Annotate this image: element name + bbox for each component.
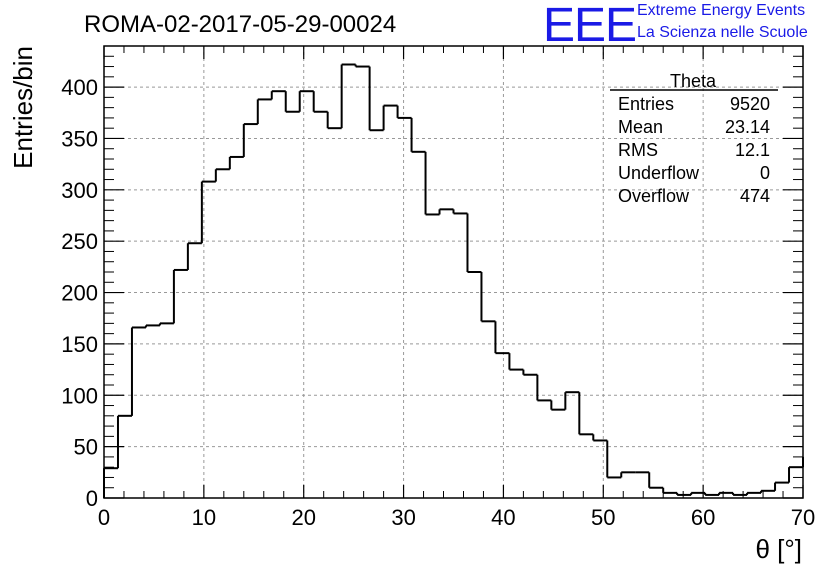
x-tick-label: 10 — [192, 505, 216, 530]
y-tick-label: 250 — [61, 229, 98, 254]
x-tick-labels: 0 10 20 30 40 50 60 70 — [98, 505, 815, 530]
y-tick-labels: 0 50 100 150 200 250 300 350 400 — [61, 75, 98, 511]
x-axis-label: θ [°] — [755, 534, 802, 564]
stats-row-value: 474 — [740, 186, 770, 206]
y-tick-label: 0 — [86, 486, 98, 511]
y-tick-label: 200 — [61, 281, 98, 306]
stats-row-value: 12.1 — [735, 140, 770, 160]
logo-line-2: La Scienza nelle Scuole — [637, 24, 808, 41]
x-tick-label: 50 — [591, 505, 615, 530]
plot-frame — [103, 45, 804, 499]
stats-row-label: Entries — [618, 94, 674, 114]
stats-row-label: RMS — [618, 140, 658, 160]
axis-ticks — [103, 45, 804, 499]
stats-row-value: 9520 — [730, 94, 770, 114]
stats-box: Theta Entries 9520 Mean 23.14 RMS 12.1 Underfl… — [610, 71, 778, 206]
y-tick-label: 400 — [61, 75, 98, 100]
stats-box-title: Theta — [670, 71, 717, 91]
stats-row-label: Underflow — [618, 163, 700, 183]
y-tick-label: 50 — [74, 435, 98, 460]
y-tick-label: 350 — [61, 126, 98, 151]
x-tick-label: 20 — [291, 505, 315, 530]
x-tick-label: 30 — [391, 505, 415, 530]
x-tick-label: 0 — [98, 505, 110, 530]
x-tick-label: 40 — [491, 505, 515, 530]
logo-line-1: Extreme Energy Events — [637, 2, 806, 19]
stats-row-label: Mean — [618, 117, 663, 137]
stats-row-label: Overflow — [618, 186, 690, 206]
y-tick-label: 150 — [61, 332, 98, 357]
y-axis-label: Entries/bin — [8, 46, 38, 169]
y-tick-label: 300 — [61, 178, 98, 203]
histogram-series — [103, 63, 804, 498]
grid-lines — [104, 46, 803, 498]
stats-row-value: 23.14 — [725, 117, 770, 137]
stats-row-value: 0 — [760, 163, 770, 183]
x-tick-label: 70 — [791, 505, 815, 530]
chart-title: ROMA-02-2017-05-29-00024 — [84, 11, 396, 38]
eee-logo: EEE — [543, 0, 637, 52]
x-tick-label: 60 — [691, 505, 715, 530]
y-tick-label: 100 — [61, 383, 98, 408]
